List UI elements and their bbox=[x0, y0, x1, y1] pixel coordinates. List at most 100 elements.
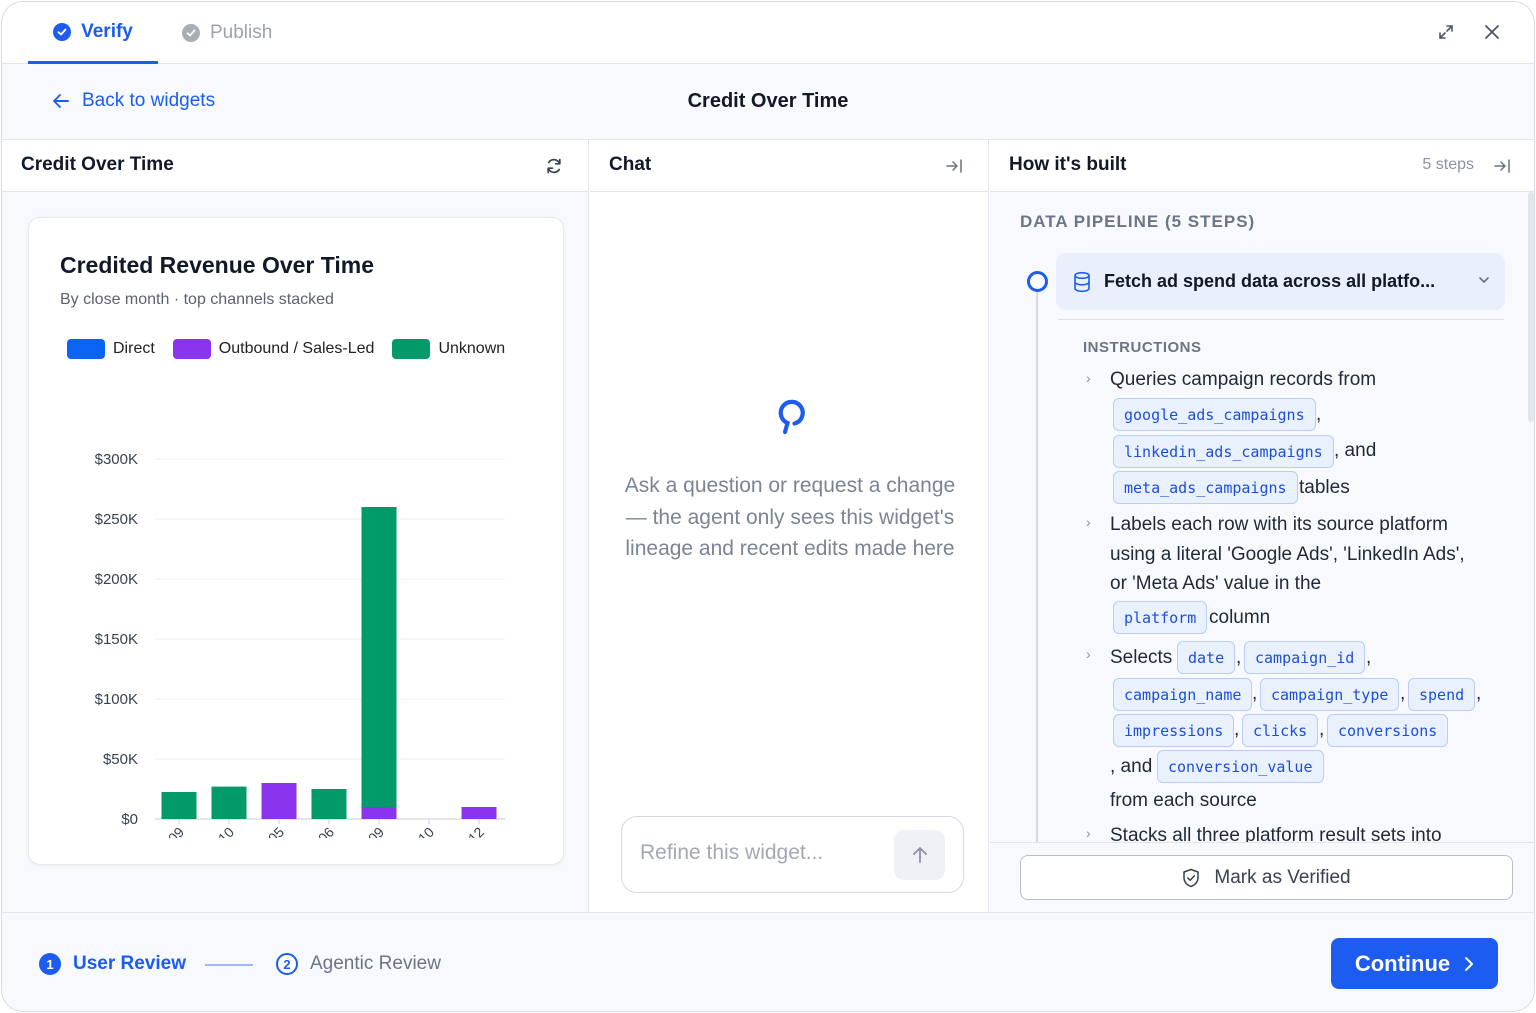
tab-publish[interactable]: Publish bbox=[182, 2, 272, 64]
back-to-widgets-link[interactable]: Back to widgets bbox=[52, 90, 215, 112]
shield-check-icon bbox=[1183, 868, 1200, 887]
chart-card: Credited Revenue Over Time By close mont… bbox=[28, 217, 564, 865]
page-title: Credit Over Time bbox=[687, 90, 849, 112]
step-agentic-review[interactable]: 2 Agentic Review bbox=[276, 953, 441, 975]
stacked-bar-chart: $0$50K$100K$150K$200K$250K$300K2024-0920… bbox=[95, 451, 505, 838]
legend-label: Direct bbox=[113, 340, 155, 357]
y-tick-label: $100K bbox=[95, 691, 138, 708]
code-chip: campaign_type bbox=[1260, 678, 1400, 711]
code-chip: spend bbox=[1408, 678, 1476, 711]
step-label: Agentic Review bbox=[310, 953, 441, 974]
code-chip: conversions bbox=[1327, 714, 1449, 747]
instruction-text: , bbox=[1252, 683, 1258, 704]
collapse-right-icon[interactable] bbox=[942, 154, 966, 178]
collapse-right-icon[interactable] bbox=[1490, 154, 1514, 178]
legend-item[interactable]: Unknown bbox=[392, 339, 505, 359]
instruction-text: , bbox=[1319, 719, 1325, 740]
instruction-text: Stacks all three platform result sets in… bbox=[1110, 825, 1442, 842]
x-tick-label: 2024-10 bbox=[189, 824, 237, 838]
step-number: 1 bbox=[39, 953, 61, 975]
legend-label: Unknown bbox=[438, 340, 506, 357]
expand-icon[interactable] bbox=[1434, 20, 1458, 44]
steps-count: 5 steps bbox=[1422, 156, 1474, 173]
instruction-text: , bbox=[1366, 647, 1372, 668]
how-built-panel: How it's built 5 steps DATA PIPELINE (5 … bbox=[990, 140, 1534, 912]
code-chip: campaign_name bbox=[1113, 678, 1253, 711]
chat-panel-title: Chat bbox=[609, 154, 652, 175]
bar-segment bbox=[361, 807, 397, 819]
bar-segment bbox=[461, 807, 497, 819]
legend-label: Outbound / Sales-Led bbox=[218, 340, 375, 357]
bar-segment bbox=[211, 786, 247, 819]
scrollbar[interactable] bbox=[1528, 192, 1534, 422]
step-user-review[interactable]: 1 User Review bbox=[39, 953, 186, 975]
send-button[interactable] bbox=[894, 830, 945, 880]
tab-verify-label: Verify bbox=[81, 20, 133, 42]
divider bbox=[1058, 319, 1504, 320]
x-tick-label: 2025-09 bbox=[339, 824, 387, 838]
chevron-right-icon: › bbox=[1086, 646, 1091, 662]
header-row: Back to widgets Credit Over Time bbox=[2, 64, 1534, 140]
bar-segment bbox=[361, 507, 397, 807]
x-tick-label: 2024-09 bbox=[139, 824, 187, 838]
arrow-left-icon bbox=[53, 94, 69, 108]
pipeline-title: DATA PIPELINE (5 STEPS) bbox=[1020, 212, 1256, 231]
legend-swatch bbox=[67, 339, 105, 359]
check-circle-icon bbox=[53, 22, 72, 41]
code-chip: clicks bbox=[1242, 714, 1319, 747]
legend-item[interactable]: Direct bbox=[67, 339, 155, 359]
close-icon[interactable] bbox=[1480, 20, 1504, 44]
instruction-text: or 'Meta Ads' value in the bbox=[1110, 573, 1322, 594]
y-tick-label: $250K bbox=[95, 511, 138, 528]
top-tab-bar: Verify Publish bbox=[2, 2, 1534, 64]
instruction-text: , and bbox=[1110, 756, 1153, 777]
instruction-text: using a literal 'Google Ads', 'LinkedIn … bbox=[1110, 544, 1465, 565]
chevron-down-icon[interactable] bbox=[1477, 273, 1491, 292]
refresh-icon[interactable] bbox=[542, 154, 566, 178]
mark-as-verified-button[interactable]: Mark as Verified bbox=[1020, 855, 1513, 900]
y-tick-label: $200K bbox=[95, 571, 138, 588]
pipeline-step-1[interactable]: Fetch ad spend data across all platfo... bbox=[1056, 253, 1505, 310]
x-tick-label: 2025-05 bbox=[239, 824, 287, 838]
arrow-up-icon bbox=[912, 847, 927, 863]
mark-as-verified-label: Mark as Verified bbox=[1214, 866, 1351, 888]
legend-swatch bbox=[392, 339, 431, 359]
legend-item[interactable]: Outbound / Sales-Led bbox=[172, 339, 375, 359]
code-chip: google_ads_campaigns bbox=[1113, 398, 1316, 431]
bar-segment bbox=[161, 792, 197, 819]
refine-widget-input[interactable]: Refine this widget... bbox=[621, 816, 964, 893]
chat-panel-header: Chat bbox=[590, 140, 988, 192]
chevron-right-icon bbox=[1465, 956, 1474, 971]
bar-segment bbox=[261, 783, 297, 819]
chevron-right-icon: › bbox=[1086, 514, 1091, 530]
check-circle-icon bbox=[182, 24, 200, 42]
chart-subtitle: By close month · top channels stacked bbox=[60, 291, 334, 308]
continue-button[interactable]: Continue bbox=[1331, 938, 1498, 989]
legend-swatch bbox=[172, 339, 211, 359]
back-label: Back to widgets bbox=[82, 90, 216, 111]
continue-label: Continue bbox=[1354, 950, 1451, 976]
step-number: 2 bbox=[276, 953, 298, 975]
x-tick-label: 2025-06 bbox=[289, 824, 337, 838]
instruction-text: column bbox=[1209, 607, 1271, 628]
chart-legend: Direct Outbound / Sales-Led Unknown bbox=[67, 339, 505, 359]
how-built-title: How it's built bbox=[1009, 154, 1127, 175]
instruction-text: tables bbox=[1299, 477, 1350, 498]
code-chip: date bbox=[1177, 641, 1236, 674]
instruction-text: Selects bbox=[1110, 647, 1173, 668]
code-chip: meta_ads_campaigns bbox=[1113, 471, 1298, 504]
tab-verify[interactable]: Verify bbox=[28, 2, 158, 64]
instruction-text: , bbox=[1476, 683, 1482, 704]
step-connector bbox=[205, 964, 253, 966]
bottom-bar: 1 User Review 2 Agentic Review Continue bbox=[2, 912, 1534, 1011]
tab-publish-label: Publish bbox=[210, 22, 273, 43]
chat-empty-hint: Ask a question or request a change — the… bbox=[624, 474, 956, 560]
database-icon bbox=[1074, 271, 1090, 292]
x-tick-label: 2025-12 bbox=[439, 824, 487, 838]
divider bbox=[990, 842, 1534, 843]
instruction-text: , bbox=[1236, 647, 1242, 668]
chevron-right-icon: › bbox=[1086, 370, 1091, 386]
instruction-text: from each source bbox=[1110, 790, 1257, 811]
y-tick-label: $50K bbox=[103, 751, 138, 768]
